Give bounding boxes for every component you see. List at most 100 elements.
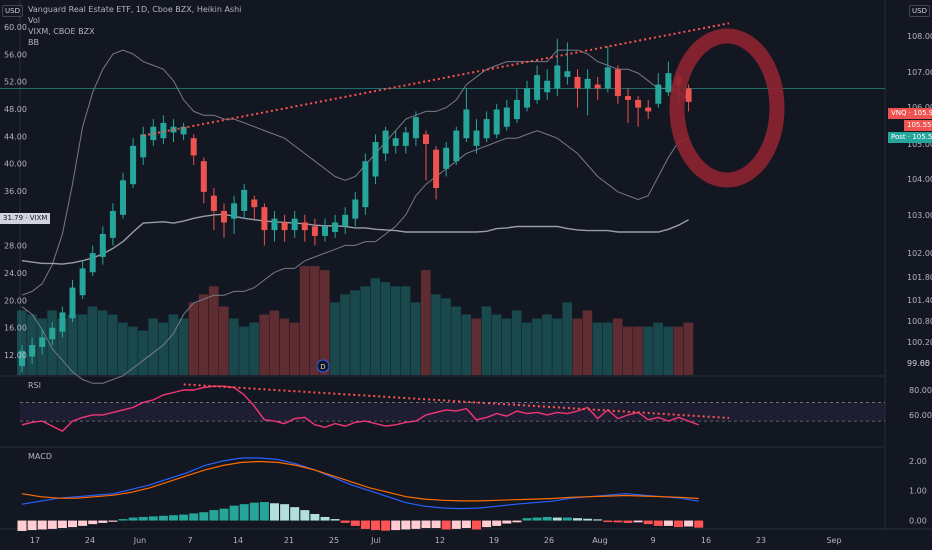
vixm-line (21, 213, 689, 265)
volume-bar (289, 322, 300, 375)
signal-line (21, 460, 699, 502)
macd-histogram-bar (229, 505, 239, 521)
legend-bb[interactable]: BB (28, 38, 39, 47)
bollinger-bands (21, 49, 689, 384)
dividend-marker[interactable] (316, 359, 330, 373)
macd-label[interactable]: MACD (28, 452, 52, 461)
left-axis-tick: 20.00 (4, 296, 27, 305)
vnq-price-tag: VNQ · 105.92 (888, 108, 932, 119)
macd-histogram-bar (512, 520, 522, 523)
candle-body (241, 189, 248, 211)
time-axis: 17 24 Jun 7 14 21 25 Jul 12 19 26 Aug 9 16 23 Sep (30, 536, 842, 545)
candle-body (635, 99, 642, 108)
right-axis-tick: 104.00 (907, 175, 932, 184)
volume-bar (97, 310, 108, 375)
volume-bar (360, 286, 370, 375)
volume-bar (441, 298, 451, 375)
chart-title[interactable]: Vanguard Real Estate ETF, 1D, Cboe BZX, … (28, 5, 242, 14)
candle-body (190, 138, 197, 156)
volume-bar (57, 318, 67, 375)
candle-body (79, 268, 86, 296)
candle-body (291, 218, 298, 231)
volume-bar (77, 314, 88, 375)
volume-bar (572, 318, 583, 375)
volume-bar (188, 302, 199, 375)
candle-body (39, 337, 46, 347)
highlight-circle[interactable] (669, 28, 785, 188)
macd-histogram-bar (320, 516, 330, 521)
right-axis-tick: 105.00 (907, 140, 932, 149)
macd-histogram-bar (593, 519, 603, 521)
rsi-axis-tick: 80.00 (909, 386, 932, 395)
left-axis: 60.0056.0052.0048.0044.0040.0036.0032.00… (4, 23, 27, 360)
volume-bar (249, 322, 259, 375)
volume-bar (198, 294, 209, 375)
macd-histogram-bar (663, 520, 673, 526)
macd-histogram-bar (148, 516, 158, 521)
macd-histogram-bar (411, 520, 421, 529)
candle-body (231, 203, 238, 219)
macd-histogram-bar (108, 520, 118, 522)
macd-histogram-bar (249, 502, 259, 521)
candle-body (221, 210, 227, 223)
time-axis-tick: Aug (592, 536, 608, 545)
macd-histogram-bar (502, 520, 512, 524)
right-currency-label[interactable]: USD (909, 5, 930, 17)
volume-bar (259, 314, 269, 375)
candle-body (120, 180, 126, 215)
volume-bar (592, 322, 603, 375)
candle-body (443, 147, 450, 169)
time-axis-tick: 9 (650, 536, 655, 545)
volume-bar (653, 322, 663, 375)
time-axis-tick: 7 (187, 536, 192, 545)
candle-body (685, 88, 692, 102)
legend-vixm[interactable]: VIXM, CBOE BZX (28, 27, 95, 36)
macd-histogram-bar (310, 513, 320, 521)
macd-histogram-bar (158, 515, 168, 521)
candle-body (109, 210, 116, 238)
macd-histogram-bar (300, 510, 310, 521)
candle-body (251, 199, 258, 208)
macd-axis-tick: 1.00 (909, 487, 927, 496)
macd-histogram-bar (78, 520, 88, 526)
dividend-marker-label: D (320, 363, 325, 371)
left-axis-tick: 48.00 (4, 105, 27, 114)
candle-body (322, 226, 328, 236)
candle-body (200, 161, 207, 192)
macd-histogram-bar (37, 520, 47, 530)
volume-bar (279, 318, 290, 375)
macd-histogram-bar (340, 520, 350, 523)
rsi-band (20, 402, 885, 422)
candle-body (564, 71, 571, 77)
macd-histogram-bar (603, 520, 613, 523)
left-currency-label[interactable]: USD (2, 5, 23, 17)
macd-histogram-bar (57, 520, 67, 528)
right-axis-tick: 100.80 (907, 317, 932, 326)
candle-body (160, 122, 167, 139)
candle-body (493, 109, 500, 135)
candle-body (524, 88, 530, 108)
macd-histogram-bar (451, 520, 461, 529)
candle-body (503, 107, 510, 127)
macd-histogram-bar (613, 520, 623, 523)
macd-histogram-bar (431, 520, 441, 528)
macd-histogram-bar (643, 520, 653, 525)
legend-volume[interactable]: Vol (28, 16, 40, 25)
macd-histogram-bar (360, 520, 370, 529)
volume-bar (158, 322, 168, 375)
bb-lower-line (21, 130, 689, 384)
price-level-tag: 105.55 (904, 120, 932, 131)
rsi-label[interactable]: RSI (28, 381, 41, 390)
macd-histogram-bar (189, 513, 199, 521)
candle-body (483, 119, 490, 139)
macd-histogram-bar (219, 508, 229, 521)
volume-bar (582, 310, 593, 375)
macd-histogram-bar (674, 520, 683, 528)
volume-bar (400, 286, 411, 375)
volume-bar (350, 290, 360, 375)
right-axis: 108.00 107.00 106.00 105.00 104.00 103.00 102.… (907, 32, 932, 526)
candle-body (352, 199, 359, 219)
candle-body (604, 67, 611, 89)
candles-layer[interactable] (19, 38, 692, 372)
